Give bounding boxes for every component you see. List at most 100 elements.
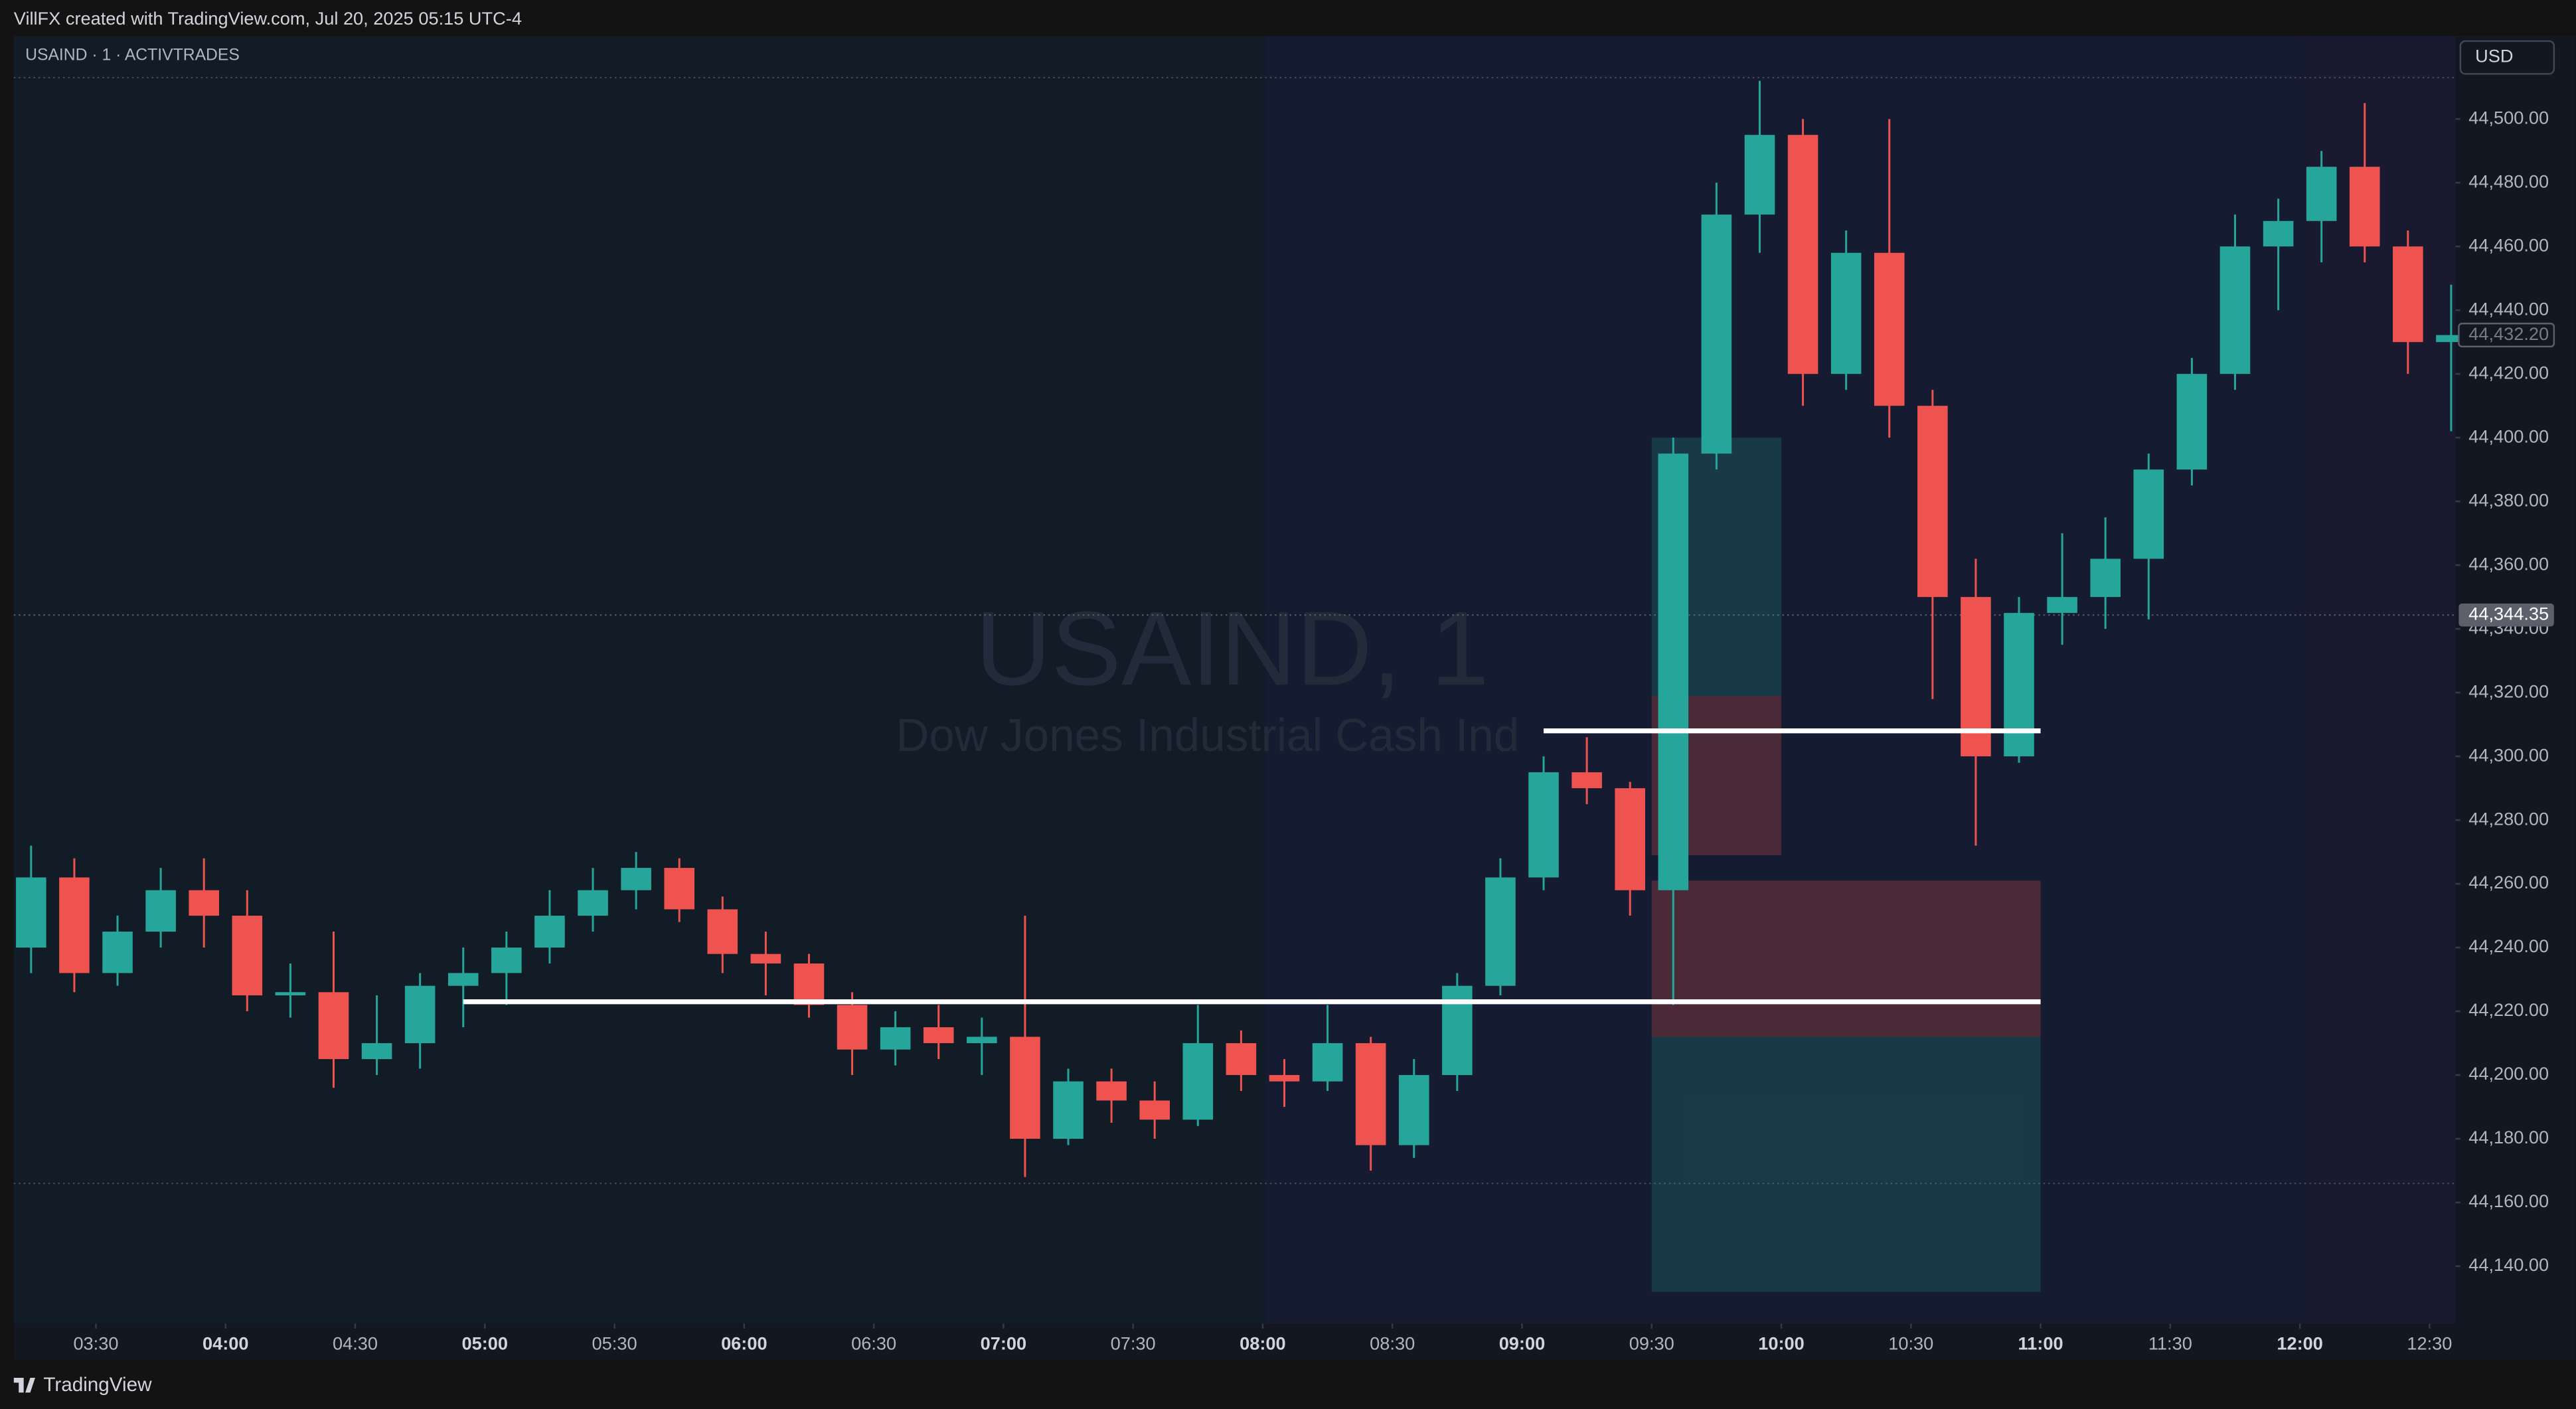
candle-body [2436, 335, 2466, 343]
candle-body [1096, 1081, 1127, 1101]
candle-body [880, 1027, 911, 1050]
candle-body [275, 992, 306, 996]
candle-body [1830, 252, 1862, 374]
y-tick-label: 44,200.00 [2468, 1063, 2549, 1084]
candle-body [1615, 788, 1645, 890]
candle-body [2349, 167, 2380, 247]
logo [13, 1378, 35, 1393]
y-tick-label: 44,300.00 [2468, 744, 2549, 765]
y-tick-label: 44,360.00 [2468, 553, 2549, 574]
candle-body [189, 890, 219, 916]
candle-body [1874, 252, 1905, 406]
candle-body [1355, 1043, 1386, 1145]
candle-body [1139, 1100, 1170, 1120]
price-label: 44,432.20 [2468, 323, 2549, 344]
x-tick-label: 05:00 [462, 1333, 509, 1354]
y-tick-label: 44,160.00 [2468, 1191, 2549, 1211]
candle-body [1744, 135, 1775, 215]
candle-body [1269, 1075, 1300, 1082]
currency-box[interactable] [2459, 40, 2555, 75]
candle-body [1010, 1036, 1040, 1139]
position-zone [1651, 880, 2041, 1037]
y-tick-label: 44,240.00 [2468, 936, 2549, 956]
y-tick-label: 44,500.00 [2468, 107, 2549, 127]
candle-body [2133, 469, 2164, 559]
candle-body [1226, 1043, 1257, 1076]
candle-body [1485, 877, 1516, 986]
candle-body [967, 1036, 997, 1044]
candle-body [837, 1005, 868, 1050]
x-tick-label: 09:30 [1629, 1333, 1674, 1354]
candle-body [232, 916, 263, 996]
y-tick-label: 44,220.00 [2468, 999, 2549, 1020]
y-tick-label: 44,480.00 [2468, 171, 2549, 191]
candle-body [2090, 558, 2121, 598]
x-tick-label: 11:00 [2018, 1333, 2063, 1354]
x-tick-label: 10:30 [1888, 1333, 1933, 1354]
session-bg [1265, 36, 2303, 1324]
watermark-title: USAIND, 1 [975, 590, 1489, 707]
x-tick-label: 06:00 [721, 1333, 767, 1354]
candle-body [2004, 613, 2034, 757]
watermark-subtitle: Dow Jones Industrial Cash Ind [896, 709, 1519, 761]
session-bg [2302, 36, 2456, 1324]
y-tick-label: 44,180.00 [2468, 1127, 2549, 1147]
candle-body [923, 1027, 954, 1044]
candle-body [2219, 246, 2251, 374]
y-tick-label: 44,260.00 [2468, 872, 2549, 892]
candle-body [1442, 985, 1473, 1076]
candle-body [361, 1043, 392, 1060]
price-axis-bg [2455, 36, 2575, 1360]
x-tick-label: 11:30 [2148, 1333, 2192, 1354]
x-tick-label: 08:30 [1370, 1333, 1415, 1354]
candle-body [2263, 220, 2294, 247]
y-tick-label: 44,380.00 [2468, 489, 2549, 510]
x-tick-label: 06:30 [851, 1333, 896, 1354]
y-tick-label: 44,460.00 [2468, 234, 2549, 255]
y-tick-label: 44,320.00 [2468, 681, 2549, 701]
candle-body [1312, 1043, 1343, 1082]
candle-body [404, 985, 436, 1044]
brand: TradingView [43, 1374, 152, 1396]
candle-body [750, 953, 781, 964]
y-tick-label: 44,420.00 [2468, 362, 2549, 382]
y-tick-label: 44,400.00 [2468, 426, 2549, 446]
y-tick-label: 44,280.00 [2468, 808, 2549, 829]
candle-body [1917, 406, 1948, 598]
x-tick-label: 04:30 [333, 1333, 378, 1354]
candle-body [318, 992, 349, 1060]
x-tick-label: 12:30 [2407, 1333, 2452, 1354]
candle-body [1658, 454, 1689, 890]
time-axis-bg [13, 1323, 2456, 1360]
price-label-box [2458, 323, 2555, 348]
candle-body [1528, 772, 1559, 878]
candle-body [2176, 374, 2208, 470]
candle-body [1701, 214, 1732, 454]
price-label-box [2458, 603, 2554, 627]
currency[interactable]: USD [2475, 46, 2513, 66]
price-label: 44,344.35 [2468, 603, 2549, 623]
candle-body [59, 877, 90, 973]
x-tick-label: 12:00 [2277, 1333, 2323, 1354]
candle-body [2393, 246, 2423, 343]
candle-body [793, 963, 825, 1005]
candle-body [2306, 167, 2337, 221]
x-tick-label: 07:30 [1111, 1333, 1156, 1354]
x-tick-label: 10:00 [1758, 1333, 1805, 1354]
candle-body [145, 890, 176, 932]
y-tick-label: 44,440.00 [2468, 298, 2549, 319]
candle-body [1182, 1043, 1214, 1120]
x-tick-label: 09:00 [1499, 1333, 1546, 1354]
candle-body [447, 973, 479, 986]
credit: VillFX created with TradingView.com, Jul… [14, 8, 522, 29]
symbol: USAIND · 1 · ACTIVTRADES [25, 46, 240, 64]
candle-body [534, 916, 565, 948]
candle-body [1053, 1081, 1084, 1139]
candle-body [707, 909, 738, 954]
y-tick-label: 44,140.00 [2468, 1254, 2549, 1275]
x-tick-label: 05:30 [592, 1333, 637, 1354]
candle-body [1787, 135, 1818, 374]
x-tick-label: 03:30 [73, 1333, 118, 1354]
candle-body [621, 868, 651, 890]
